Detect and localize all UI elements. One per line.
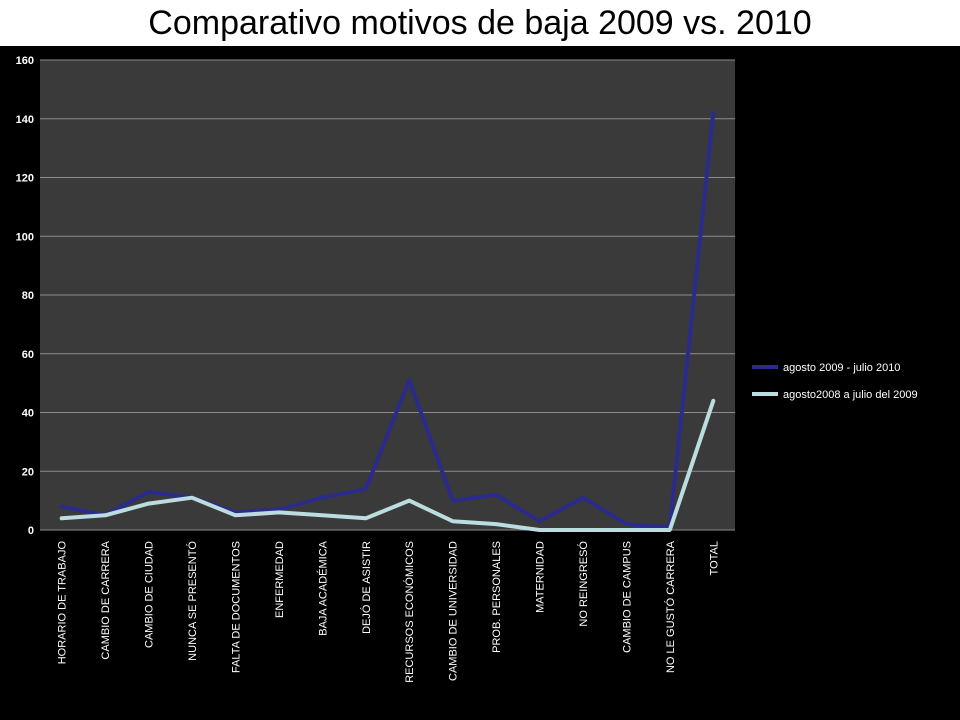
x-tick-label: NO REINGRESÓ [577,541,590,627]
series-line-1 [59,110,716,530]
x-tick-label: NO LE GUSTÓ CARRERA [664,540,677,673]
x-tick-label: HORARIO DE TRABAJO [57,541,69,665]
x-axis-ticks: HORARIO DE TRABAJO CAMBIO DE CARRERA CAMBI… [57,540,721,682]
x-tick-label: TOTAL [708,541,720,575]
page-title: Comparativo motivos de baja 2009 vs. 201… [148,4,812,42]
y-axis-ticks: 0 20 40 60 80 100 120 140 160 [16,55,34,537]
title-band [0,0,960,46]
x-tick-label: DEJÓ DE ASISTIR [360,541,373,634]
x-tick-label: CAMBIO DE CAMPUS [621,541,633,653]
y-tick-label: 40 [22,408,34,420]
y-tick-label: 160 [16,55,34,67]
y-tick-label: 140 [16,114,34,126]
x-tick-label: CAMBIO DE CIUDAD [144,541,156,648]
y-tick-label: 80 [22,290,34,302]
x-tick-label: RECURSOS ECONÓMICOS [403,541,416,683]
y-tick-label: 100 [16,231,34,243]
y-tick-label: 60 [22,349,34,361]
x-tick-label: PROB. PERSONALES [491,541,503,653]
legend-label: agosto2008 a julio del 2009 [783,389,918,401]
x-tick-label: CAMBIO DE CARRERA [100,540,112,659]
y-tick-label: 120 [16,173,34,185]
x-tick-label: CAMBIO DE UNIVERSIDAD [448,541,460,681]
x-tick-label: NUNCA SE PRESENTÓ [186,541,199,661]
y-tick-label: 0 [28,525,34,537]
legend-label: agosto 2009 - julio 2010 [783,362,900,374]
series-lines [59,110,716,532]
x-tick-label: ENFERMEDAD [274,541,286,618]
x-tick-label: MATERNIDAD [535,541,547,613]
y-tick-label: 20 [22,466,34,478]
x-tick-label: FALTA DE DOCUMENTOS [230,541,242,673]
x-tick-label: BAJA ACADÉMICA [316,540,329,635]
series-line-2 [59,398,716,532]
legend: agosto 2009 - julio 2010 agosto2008 a jul… [752,362,918,401]
